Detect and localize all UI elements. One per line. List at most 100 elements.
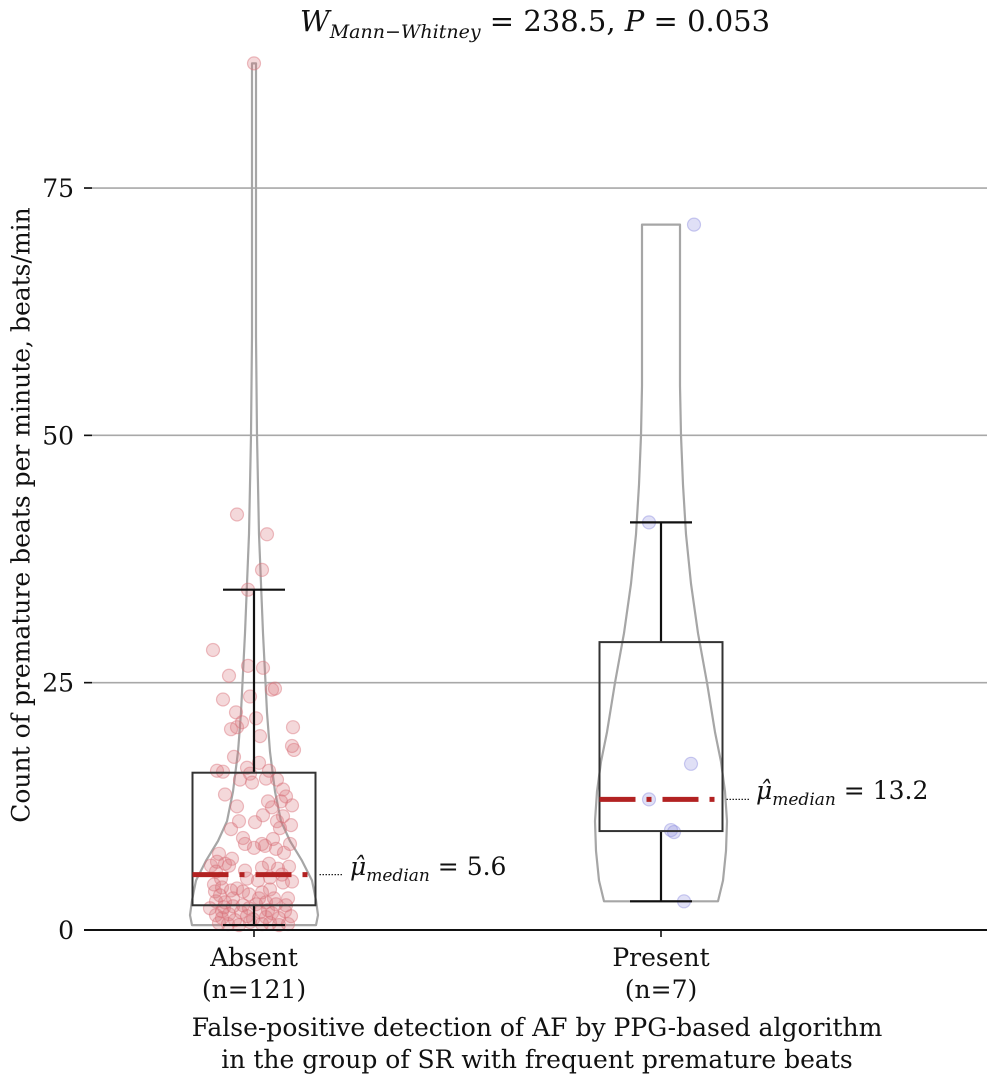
data-point: [223, 883, 239, 898]
data-point: [229, 881, 245, 896]
data-point: [284, 874, 300, 889]
data-point: [278, 789, 294, 804]
gridlines: [84, 187, 987, 684]
p-value: 0.053: [687, 4, 771, 38]
data-point: [216, 900, 232, 915]
data-point: [247, 815, 263, 830]
median-symbol: μ̂: [350, 852, 367, 881]
data-point: [683, 756, 699, 771]
data-point: [281, 859, 297, 874]
data-point: [273, 794, 289, 809]
x-axis-label-line-2: in the group of SR with frequent prematu…: [221, 1045, 853, 1074]
median-symbol: μ̂: [756, 776, 773, 805]
data-point: [207, 884, 223, 899]
x-tick-label-present: Present (n=7): [612, 942, 709, 1006]
data-point: [228, 705, 244, 720]
data-point: [214, 880, 230, 895]
data-point: [260, 794, 276, 809]
data-point: [286, 742, 302, 758]
data-point: [223, 821, 239, 837]
data-point: [229, 799, 245, 814]
median-subscript: median: [772, 790, 836, 810]
data-point: [214, 911, 230, 926]
data-point: [237, 836, 253, 852]
data-point: [254, 885, 270, 900]
data-point: [252, 728, 268, 744]
data-point: [223, 722, 239, 737]
data-point: [211, 846, 227, 861]
chart-title: WMann−Whitney = 238.5, P = 0.053: [299, 4, 771, 43]
data-point: [227, 913, 243, 928]
data-point: [283, 818, 299, 833]
data-point: [217, 856, 233, 871]
median-annotation-present: μ̂median = 13.2: [756, 776, 928, 810]
data-point: [246, 56, 262, 71]
data-point: [261, 763, 277, 778]
data-point: [211, 915, 227, 931]
axes: 0 25 50 75: [42, 174, 987, 945]
data-point: [235, 884, 251, 899]
y-tick-label: 75: [42, 174, 74, 203]
data-point: [221, 858, 237, 873]
y-tick-label: 25: [42, 669, 74, 698]
data-point: [284, 738, 300, 754]
data-point: [258, 910, 274, 925]
category-n: (n=7): [624, 975, 698, 1004]
data-point: [251, 755, 267, 770]
median-value: = 5.6: [437, 852, 507, 881]
data-point: [215, 692, 231, 707]
data-point: [260, 903, 276, 918]
category-name: Absent: [210, 943, 298, 972]
data-point: [268, 841, 284, 856]
data-point: [206, 877, 222, 892]
data-point: [254, 562, 270, 577]
data-point: [214, 904, 230, 919]
data-point: [259, 527, 275, 542]
data-point: [265, 831, 281, 847]
data-point: [282, 836, 298, 852]
category-name: Present: [612, 943, 710, 972]
data-point: [262, 882, 278, 897]
data-point: [205, 642, 221, 658]
boxplots: [191, 521, 724, 927]
data-point: [275, 809, 291, 824]
y-tick-label: 0: [58, 916, 74, 945]
data-point: [285, 720, 301, 735]
data-point: [246, 840, 262, 855]
data-point: [226, 749, 242, 764]
y-axis-label: Count of premature beats per minute, bea…: [6, 207, 36, 823]
stat-subscript: Mann−Whitney: [329, 20, 481, 43]
data-point: [257, 838, 273, 854]
data-point: [269, 814, 285, 829]
labels: [319, 798, 751, 876]
median-subscript: median: [366, 866, 430, 886]
data-point: [255, 660, 271, 675]
data-point: [241, 887, 257, 902]
y-tick-label: 50: [42, 421, 74, 450]
data-point: [272, 821, 288, 836]
data-point: [275, 782, 291, 797]
data-point: [284, 798, 300, 813]
data-point: [276, 845, 292, 860]
data-point: [224, 851, 240, 866]
x-tick-label-absent: Absent (n=121): [202, 942, 306, 1006]
data-point: [229, 507, 245, 522]
data-point: [264, 800, 280, 815]
data-point: [231, 814, 247, 829]
data-point: [255, 808, 271, 823]
data-point: [217, 787, 233, 802]
data-point: [264, 682, 280, 697]
box-present: [598, 641, 724, 833]
stat-symbol: W: [299, 4, 330, 38]
data-point: [244, 775, 260, 790]
data-point: [248, 711, 264, 726]
data-point: [264, 906, 280, 921]
data-point: [235, 830, 251, 846]
data-point: [686, 217, 702, 232]
data-point: [234, 715, 250, 730]
data-point: [283, 909, 299, 924]
data-point: [208, 908, 224, 923]
data-point: [251, 891, 267, 906]
data-point: [267, 681, 283, 696]
